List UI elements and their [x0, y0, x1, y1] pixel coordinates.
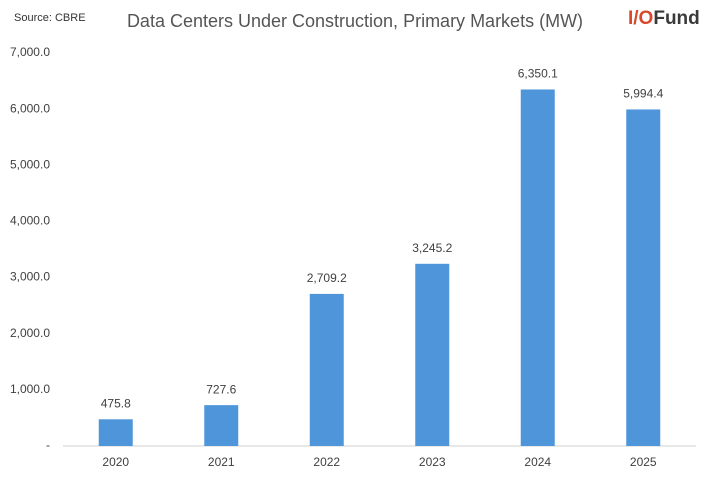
logo-part: Fund	[653, 8, 699, 29]
y-tick-label: 1,000.0	[10, 382, 50, 396]
x-tick-label: 2022	[313, 455, 340, 469]
x-tick-label: 2024	[524, 455, 551, 469]
bar	[520, 89, 555, 446]
y-tick-label: 4,000.0	[10, 214, 50, 228]
y-tick-label: 7,000.0	[10, 45, 50, 59]
y-tick-label: -	[46, 438, 50, 452]
bar	[626, 109, 661, 446]
bar	[204, 405, 239, 446]
y-tick-label: 2,000.0	[10, 326, 50, 340]
chart-title: Data Centers Under Construction, Primary…	[127, 11, 583, 31]
bar	[309, 293, 344, 446]
x-tick-label: 2025	[630, 455, 657, 469]
logo-part: I/O	[628, 8, 653, 29]
y-tick-label: 6,000.0	[10, 101, 50, 115]
data-label: 5,994.4	[623, 87, 663, 101]
logo: I/OFund	[628, 8, 700, 29]
y-tick-label: 3,000.0	[10, 270, 50, 284]
data-label: 6,350.1	[518, 67, 558, 81]
data-label: 2,709.2	[307, 271, 347, 285]
x-tick-label: 2020	[102, 455, 129, 469]
data-label: 727.6	[206, 382, 236, 396]
y-tick-label: 5,000.0	[10, 157, 50, 171]
x-tick-label: 2023	[419, 455, 446, 469]
x-tick-label: 2021	[208, 455, 235, 469]
source-note: Source: CBRE	[14, 12, 86, 24]
bar	[415, 263, 450, 446]
data-label: 3,245.2	[412, 241, 452, 255]
data-label: 475.8	[101, 396, 131, 410]
bar	[98, 419, 133, 446]
